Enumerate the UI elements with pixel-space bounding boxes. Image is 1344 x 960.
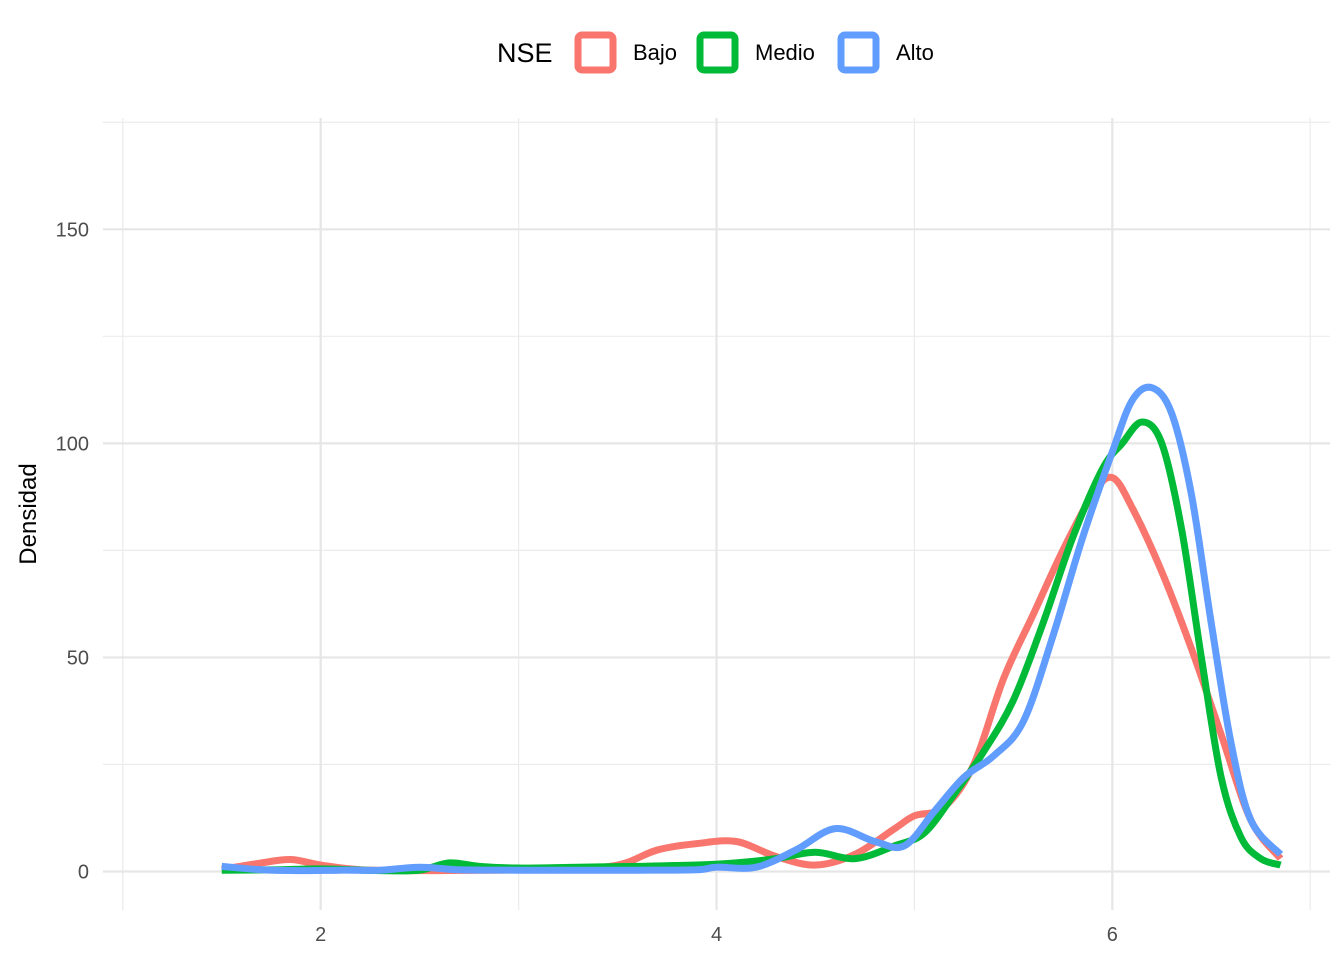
series-lines — [221, 383, 1284, 875]
y-tick-label: 50 — [67, 647, 89, 669]
y-axis-title: Densidad — [15, 463, 42, 564]
x-tick-label: 2 — [315, 924, 326, 946]
legend-item-medio: Medio — [696, 31, 815, 74]
legend-title: NSE — [497, 38, 553, 68]
legend-label-medio: Medio — [755, 40, 815, 65]
y-tick-label: 100 — [56, 433, 89, 455]
x-tick-label: 6 — [1107, 924, 1118, 946]
legend-label-bajo: Bajo — [633, 40, 677, 65]
y-axis-tick-labels: 0 50 100 150 — [56, 219, 89, 883]
legend-key-bajo — [574, 31, 617, 74]
legend-key-medio — [696, 31, 739, 74]
density-line-alto — [221, 383, 1284, 875]
x-axis-tick-labels: 2 4 6 — [315, 924, 1118, 946]
density-line-medio — [221, 418, 1282, 875]
legend-item-alto: Alto — [837, 31, 934, 74]
legend-label-alto: Alto — [896, 40, 934, 65]
legend: NSE Bajo Medio Alto — [497, 31, 934, 74]
y-tick-label: 150 — [56, 219, 89, 241]
x-tick-label: 4 — [711, 924, 722, 946]
legend-key-alto — [837, 31, 880, 74]
legend-item-bajo: Bajo — [574, 31, 677, 74]
y-tick-label: 0 — [78, 861, 89, 883]
